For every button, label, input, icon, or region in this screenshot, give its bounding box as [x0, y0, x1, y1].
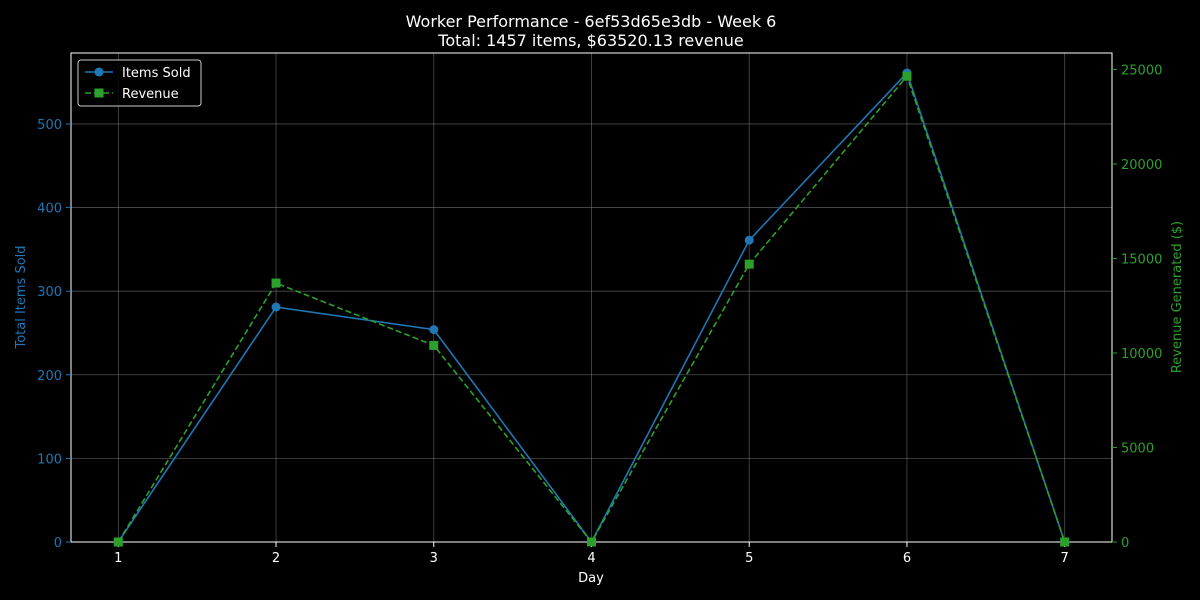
x-tick-label: 6 [903, 551, 911, 566]
x-tick-label: 5 [745, 551, 753, 566]
data-point-revenue [1060, 537, 1070, 547]
y-tick-label: 300 [37, 285, 62, 300]
x-tick-label: 4 [587, 551, 595, 566]
y2-tick-label: 25000 [1121, 63, 1162, 78]
y-tick-label: 0 [54, 536, 62, 551]
data-point-revenue [429, 340, 439, 350]
y-axis-label: Total Items Sold [14, 245, 29, 349]
y-tick-label: 400 [37, 202, 62, 217]
plot-area: 1 2 3 4 5 6 7010020030040050005000100001500020… [37, 52, 1162, 566]
y2-tick-label: 5000 [1121, 441, 1154, 456]
data-point-items-sold [744, 235, 754, 245]
y-tick-label: 500 [37, 118, 62, 133]
x-axis-label: Day [578, 571, 604, 586]
x-tick-label: 3 [430, 551, 438, 566]
x-tick-label: 7 [1061, 551, 1069, 566]
data-point-items-sold [429, 325, 439, 335]
legend-label-revenue: Revenue [122, 87, 179, 102]
y2-tick-label: 10000 [1121, 347, 1162, 362]
x-tick-label: 2 [272, 551, 280, 566]
y2-tick-label: 0 [1121, 536, 1129, 551]
data-point-revenue [744, 259, 754, 269]
legend-marker-revenue [94, 88, 104, 98]
y-tick-label: 200 [37, 369, 62, 384]
y2-axis-label: Revenue Generated ($) [1170, 221, 1185, 373]
data-point-items-sold [271, 302, 281, 312]
data-point-revenue [113, 537, 123, 547]
legend-marker-items-sold [94, 67, 104, 77]
legend-label-items-sold: Items Sold [122, 66, 191, 81]
y2-tick-label: 20000 [1121, 158, 1162, 173]
data-point-revenue [902, 71, 912, 81]
x-tick-label: 1 [114, 551, 122, 566]
chart-title: Worker Performance - 6ef53d65e3db - Week… [406, 12, 777, 31]
y2-tick-label: 15000 [1121, 252, 1162, 267]
data-point-revenue [587, 537, 596, 547]
data-point-revenue [271, 278, 281, 288]
chart-subtitle: Total: 1457 items, $63520.13 revenue [437, 31, 743, 50]
y-tick-label: 100 [37, 452, 62, 467]
